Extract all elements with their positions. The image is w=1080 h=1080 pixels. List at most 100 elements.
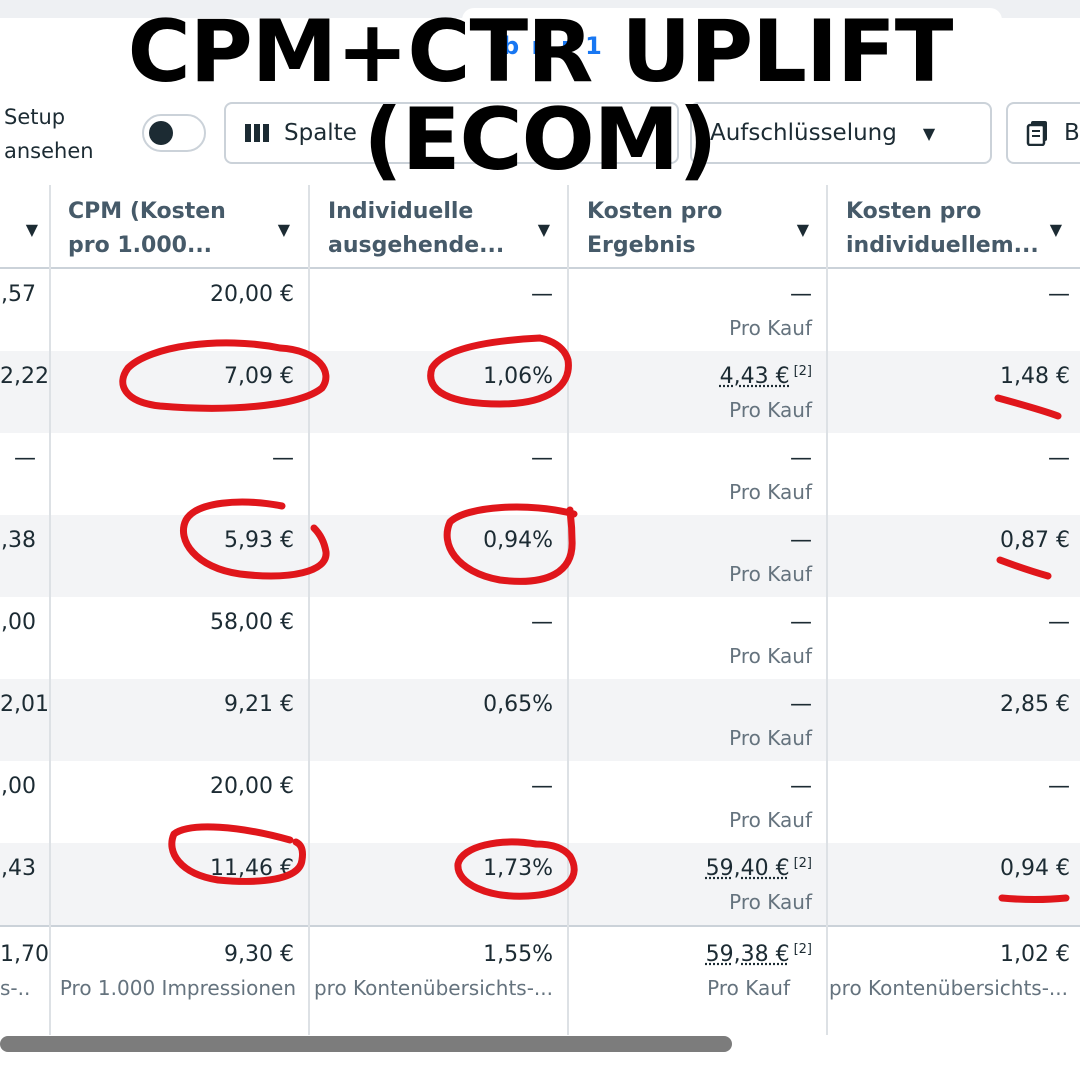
cell-cost-per-unique: 0,94 € xyxy=(1000,856,1070,881)
total-cpm-sub: Pro 1.000 Impressionen xyxy=(59,976,296,1000)
cell-ctr: — xyxy=(531,282,553,307)
setup-label-line1: Setup xyxy=(4,105,66,129)
setup-label-line2: ansehen xyxy=(4,139,94,163)
cell-ctr: — xyxy=(531,774,553,799)
cell-ctr: 0,94% xyxy=(483,528,553,553)
total-cut: 1,70 xyxy=(0,942,49,967)
total-ctr: 1,55% xyxy=(483,942,553,967)
cell-cpm: 58,00 € xyxy=(210,610,294,635)
cost-link[interactable]: 59,40 € xyxy=(705,856,790,881)
column-header-line: Ergebnis xyxy=(587,233,696,258)
cell-cpm: 7,09 € xyxy=(224,364,294,389)
breakdown-button-label: Aufschlüsselung xyxy=(710,120,897,146)
cell-cut: ,57 xyxy=(1,282,36,307)
column-divider xyxy=(308,185,310,1035)
cell-cut: 2,22 xyxy=(0,364,49,389)
cell-ctr: — xyxy=(531,446,553,471)
column-header-line: individuellem... xyxy=(846,233,1039,258)
cell-cost-per-unique: 2,85 € xyxy=(1000,692,1070,717)
cell-cut: — xyxy=(14,446,36,471)
banner-pill[interactable]: b n r 1 xyxy=(462,8,1002,90)
chevron-down-icon: ▼ xyxy=(537,220,550,239)
cell-cpm: 11,46 € xyxy=(210,856,294,881)
columns-button-label: Spalte xyxy=(284,120,357,146)
column-header-cost-per-result[interactable]: Kosten pro Ergebnis ▼ xyxy=(569,185,827,269)
cell-cost-per-unique: — xyxy=(1048,774,1070,799)
total-cpu-sub: pro Kontenübersichts-... xyxy=(828,976,1068,1000)
cell-ctr: — xyxy=(531,610,553,635)
column-header-line: CPM (Kosten xyxy=(68,199,226,224)
chevron-down-icon: ▼ xyxy=(277,220,290,239)
column-header-cost-per-unique[interactable]: Kosten pro individuellem... ▼ xyxy=(828,185,1080,269)
cell-cpm: 5,93 € xyxy=(224,528,294,553)
cost-link[interactable]: 4,43 € xyxy=(719,364,790,389)
headline-line2: (ECOM) xyxy=(363,90,717,190)
cell-cut: ,00 xyxy=(1,774,36,799)
cell-result-type: Pro Kauf xyxy=(729,398,812,422)
cell-cost-per-unique: — xyxy=(1048,446,1070,471)
total-cut-sub: s-... xyxy=(0,976,30,1000)
cell-result-type: Pro Kauf xyxy=(729,316,812,340)
chevron-down-icon: ▼ xyxy=(796,220,809,239)
reports-button[interactable]: B xyxy=(1006,102,1080,164)
column-divider xyxy=(49,185,51,1035)
cell-cost-per-result[interactable]: 59,40 € [2] xyxy=(569,856,812,881)
columns-icon xyxy=(245,124,269,142)
cell-cost-per-unique: — xyxy=(1048,610,1070,635)
footnote-ref: [2] xyxy=(793,856,812,871)
cell-cost-per-result: — xyxy=(790,610,812,635)
headline: CPM+CTR UPLIFT (ECOM) xyxy=(0,8,1080,184)
breakdown-button[interactable]: Aufschlüsselung ▼ xyxy=(690,102,992,164)
reports-icon xyxy=(1026,121,1047,146)
cell-cost-per-result: — xyxy=(790,282,812,307)
cell-result-type: Pro Kauf xyxy=(729,726,812,750)
cell-cost-per-unique: — xyxy=(1048,282,1070,307)
cost-link[interactable]: 59,38 € xyxy=(705,942,790,967)
cell-cut: ,38 xyxy=(1,528,36,553)
total-cpm: 9,30 € xyxy=(224,942,294,967)
cell-cpm: 20,00 € xyxy=(210,774,294,799)
cell-ctr: 1,73% xyxy=(483,856,553,881)
scrollbar-thumb[interactable] xyxy=(0,1036,732,1052)
setup-label: Setup ansehen xyxy=(4,100,94,168)
cell-ctr: 0,65% xyxy=(483,692,553,717)
total-cost-per-unique: 1,02 € xyxy=(1000,942,1070,967)
headline-line1: CPM+CTR UPLIFT xyxy=(127,2,954,102)
cell-cost-per-result: — xyxy=(790,692,812,717)
column-header-cpm[interactable]: CPM (Kosten pro 1.000... ▼ xyxy=(50,185,308,269)
cell-cut: ,43 xyxy=(1,856,36,881)
totals-row xyxy=(0,925,1080,1037)
footnote-ref: [2] xyxy=(793,364,812,379)
toolbar: b n r 1 Setup ansehen Spalte Aufschlüsse… xyxy=(0,0,1080,185)
column-divider xyxy=(826,185,828,1035)
chevron-down-icon: ▼ xyxy=(922,123,936,143)
total-ctr-sub: pro Kontenübersichts-... xyxy=(313,976,553,1000)
column-divider xyxy=(567,185,569,1035)
column-header-line: Kosten pro xyxy=(846,199,982,224)
cell-result-type: Pro Kauf xyxy=(729,562,812,586)
table-row[interactable] xyxy=(0,679,1080,761)
column-header-line: Kosten pro xyxy=(587,199,723,224)
column-header-line: pro 1.000... xyxy=(68,233,213,258)
cell-result-type: Pro Kauf xyxy=(729,644,812,668)
column-header-cut[interactable]: ▼ xyxy=(0,185,50,269)
cell-cost-per-result: — xyxy=(790,446,812,471)
column-header-ctr[interactable]: Individuelle ausgehende... ▼ xyxy=(310,185,568,269)
cell-cost-per-unique: 1,48 € xyxy=(1000,364,1070,389)
cell-cost-per-result: — xyxy=(790,528,812,553)
toggle-knob xyxy=(149,121,173,145)
cell-cpm: 9,21 € xyxy=(224,692,294,717)
cell-result-type: Pro Kauf xyxy=(729,808,812,832)
total-result-type: Pro Kauf xyxy=(707,976,790,1000)
column-header-line: Individuelle xyxy=(328,199,474,224)
column-header-line: ausgehende... xyxy=(328,233,505,258)
cell-ctr: 1,06% xyxy=(483,364,553,389)
cell-cost-per-unique: 0,87 € xyxy=(1000,528,1070,553)
setup-toggle[interactable] xyxy=(142,114,206,152)
total-cost-per-result[interactable]: 59,38 € [2] xyxy=(569,942,812,967)
cell-result-type: Pro Kauf xyxy=(729,480,812,504)
cell-cut: 2,01 xyxy=(0,692,49,717)
columns-button[interactable]: Spalte xyxy=(224,102,679,164)
cell-cpm: 20,00 € xyxy=(210,282,294,307)
cell-cost-per-result[interactable]: 4,43 € [2] xyxy=(569,364,812,389)
